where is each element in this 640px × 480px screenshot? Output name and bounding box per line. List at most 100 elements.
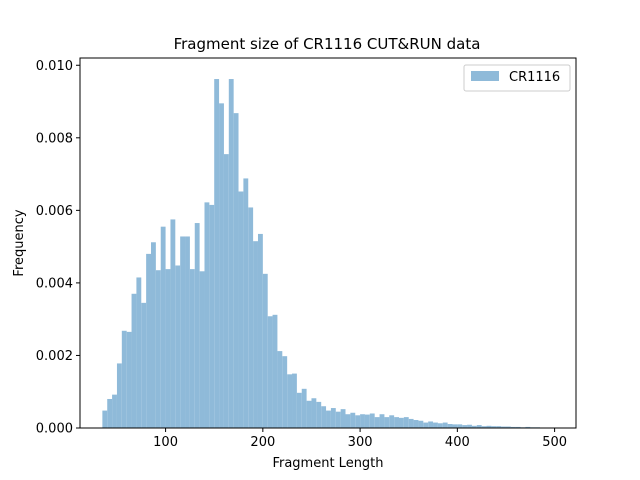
histogram-bar (121, 330, 127, 428)
histogram-bar (340, 409, 346, 428)
histogram-bar (228, 79, 234, 428)
x-tick-label: 300 (348, 435, 373, 450)
histogram-bar (151, 242, 156, 428)
histogram-bar (515, 426, 521, 428)
histogram-bar (462, 425, 468, 428)
histogram-bar (209, 204, 215, 428)
histogram-bar (277, 351, 283, 428)
histogram-bar (219, 103, 224, 428)
histogram-bar (146, 253, 151, 428)
histogram-bar (476, 425, 482, 428)
histogram-bar (447, 424, 453, 428)
legend-swatch (471, 71, 499, 81)
histogram-bar (423, 422, 429, 428)
histogram-bar (180, 236, 186, 428)
histogram-bar (223, 154, 229, 428)
histogram-bar (257, 233, 263, 428)
histogram-bar (194, 223, 200, 428)
histogram-bar (433, 422, 438, 428)
histogram-bar (496, 426, 502, 428)
histogram-bar (253, 241, 258, 428)
histogram-bar (272, 314, 278, 428)
histogram-bar (311, 398, 317, 428)
histogram-bar (282, 356, 288, 428)
histogram-bar (345, 414, 351, 428)
histogram-bar (262, 273, 268, 428)
histogram-bar (233, 113, 239, 428)
histogram-bar (413, 420, 419, 428)
histogram-bar (394, 417, 399, 428)
histogram-bar (301, 388, 307, 428)
histogram-bar (505, 426, 511, 428)
histogram-bar (360, 414, 365, 428)
histogram-bar (189, 269, 195, 428)
plot-frame (79, 57, 577, 429)
y-axis-label: Frequency (12, 209, 27, 276)
histogram-bar (330, 408, 336, 428)
histogram-bar (326, 410, 331, 428)
histogram-bar (374, 417, 380, 428)
histogram-bar (165, 269, 171, 428)
x-tick-label: 500 (542, 435, 567, 450)
histogram-bar (287, 374, 293, 428)
histogram-bar (364, 414, 370, 428)
histogram-bar (102, 410, 108, 428)
y-tick-label: 0.008 (36, 131, 73, 146)
y-tick-label: 0.002 (36, 349, 73, 364)
x-tick-label: 100 (153, 435, 178, 450)
histogram-bar (486, 425, 492, 428)
histogram-bar (155, 270, 161, 428)
histogram-bar (457, 424, 463, 428)
histogram-bar (437, 423, 443, 428)
histogram-bar (238, 191, 244, 428)
histogram-bar (243, 178, 249, 428)
histogram-bar (199, 271, 205, 428)
histogram-bar (418, 420, 424, 428)
legend: CR1116 (463, 64, 571, 92)
histogram-bar (321, 406, 327, 428)
histogram-bar (350, 412, 356, 428)
histogram-bar (403, 417, 409, 428)
histogram-bar (452, 424, 458, 428)
histogram-bar (126, 331, 132, 428)
histogram-bar (384, 417, 390, 428)
histogram-bar (442, 422, 448, 428)
histogram-bar (141, 302, 147, 428)
histogram-bar (335, 411, 341, 428)
legend-label: CR1116 (509, 70, 560, 85)
x-tick-label: 400 (445, 435, 470, 450)
histogram-bar (510, 426, 516, 428)
histogram-bar (296, 392, 302, 428)
histogram-bar (131, 293, 137, 428)
histogram-bar (136, 277, 142, 428)
histogram-bar (292, 373, 297, 428)
histogram-bar (204, 202, 210, 428)
histogram-bar (214, 79, 220, 428)
y-tick-label: 0.000 (36, 422, 73, 437)
x-axis-label: Fragment Length (272, 456, 383, 471)
histogram-bar (471, 425, 477, 428)
y-tick-label: 0.010 (36, 59, 73, 74)
histogram-bar (481, 426, 487, 428)
histogram-bars (102, 79, 555, 428)
histogram-bar (501, 426, 506, 428)
histogram-bar (116, 363, 122, 428)
histogram-bar (369, 413, 375, 428)
histogram-bar (160, 226, 166, 428)
histogram-bar (399, 417, 404, 428)
histogram-bar (408, 418, 414, 428)
histogram-bar (525, 426, 531, 428)
histogram-bar (170, 219, 176, 428)
histogram-bar (428, 421, 434, 428)
histogram-bar (107, 398, 113, 428)
chart-title: Fragment size of CR1116 CUT&RUN data (174, 35, 481, 53)
histogram-bar (316, 401, 322, 428)
x-tick-label: 200 (250, 435, 275, 450)
histogram-bar (389, 415, 395, 428)
y-axis-ticks: 0.000 0.002 0.004 0.006 0.008 0.010 (36, 59, 80, 437)
histogram-bar (185, 236, 190, 428)
histogram-bar (248, 207, 254, 428)
x-axis-ticks: 100 200 300 400 500 (153, 428, 567, 450)
